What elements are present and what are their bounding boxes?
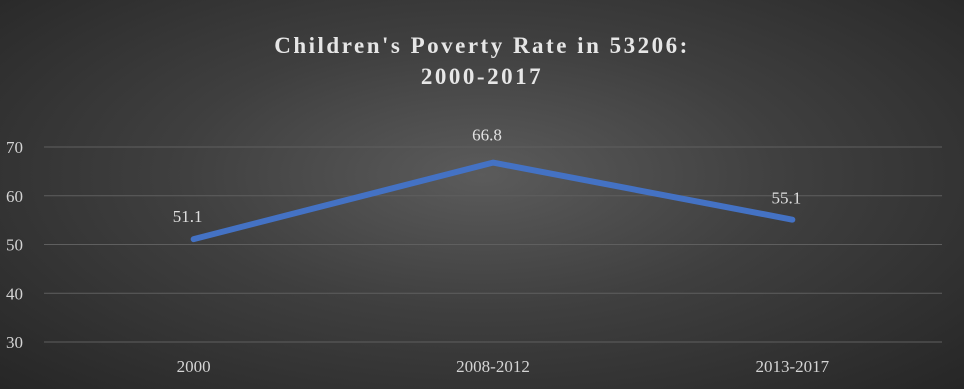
- y-tick-label-60: 60: [6, 187, 23, 206]
- y-tick-label-50: 50: [6, 236, 23, 255]
- x-tick-label-0: 2000: [177, 357, 211, 376]
- chart-title: Children's Poverty Rate in 53206: 2000-2…: [0, 30, 964, 92]
- data-label-0: 51.1: [173, 207, 203, 226]
- data-label-2: 55.1: [771, 189, 801, 208]
- chart-title-line-1: Children's Poverty Rate in 53206:: [274, 33, 690, 58]
- x-tick-label-2: 2013-2017: [755, 357, 829, 376]
- series-line-0: [190, 159, 796, 243]
- data-label-1: 66.8: [472, 126, 502, 145]
- chart-title-line-2: 2000-2017: [420, 64, 544, 89]
- x-tick-label-1: 2008-2012: [456, 357, 530, 376]
- y-tick-label-70: 70: [6, 138, 23, 157]
- y-tick-label-40: 40: [6, 284, 23, 303]
- y-tick-label-30: 30: [6, 333, 23, 352]
